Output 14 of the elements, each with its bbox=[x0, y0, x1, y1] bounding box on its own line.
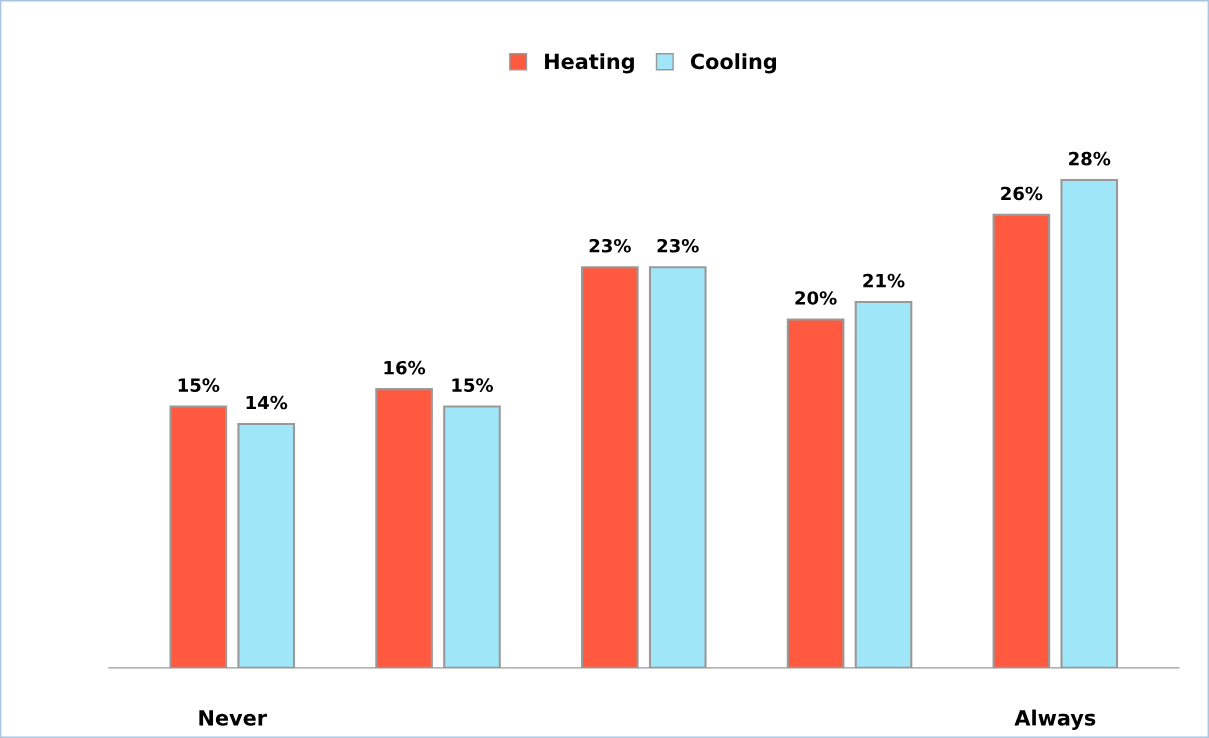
x-tick-label: Always bbox=[1014, 709, 1096, 730]
data-label: 23% bbox=[589, 238, 631, 253]
data-label: 20% bbox=[795, 291, 837, 305]
data-label: 26% bbox=[1001, 186, 1043, 201]
legend-label: Heating bbox=[545, 53, 634, 74]
data-label: 28% bbox=[1069, 151, 1111, 166]
data-label: 23% bbox=[657, 238, 699, 253]
data-label: 16% bbox=[384, 360, 426, 375]
data-label: 14% bbox=[246, 395, 288, 410]
legend-label: Cooling bbox=[690, 53, 776, 74]
x-tick-label: Never bbox=[199, 710, 267, 726]
data-label: 15% bbox=[452, 378, 494, 392]
data-label: 15% bbox=[178, 378, 220, 392]
data-label: 21% bbox=[863, 273, 905, 288]
